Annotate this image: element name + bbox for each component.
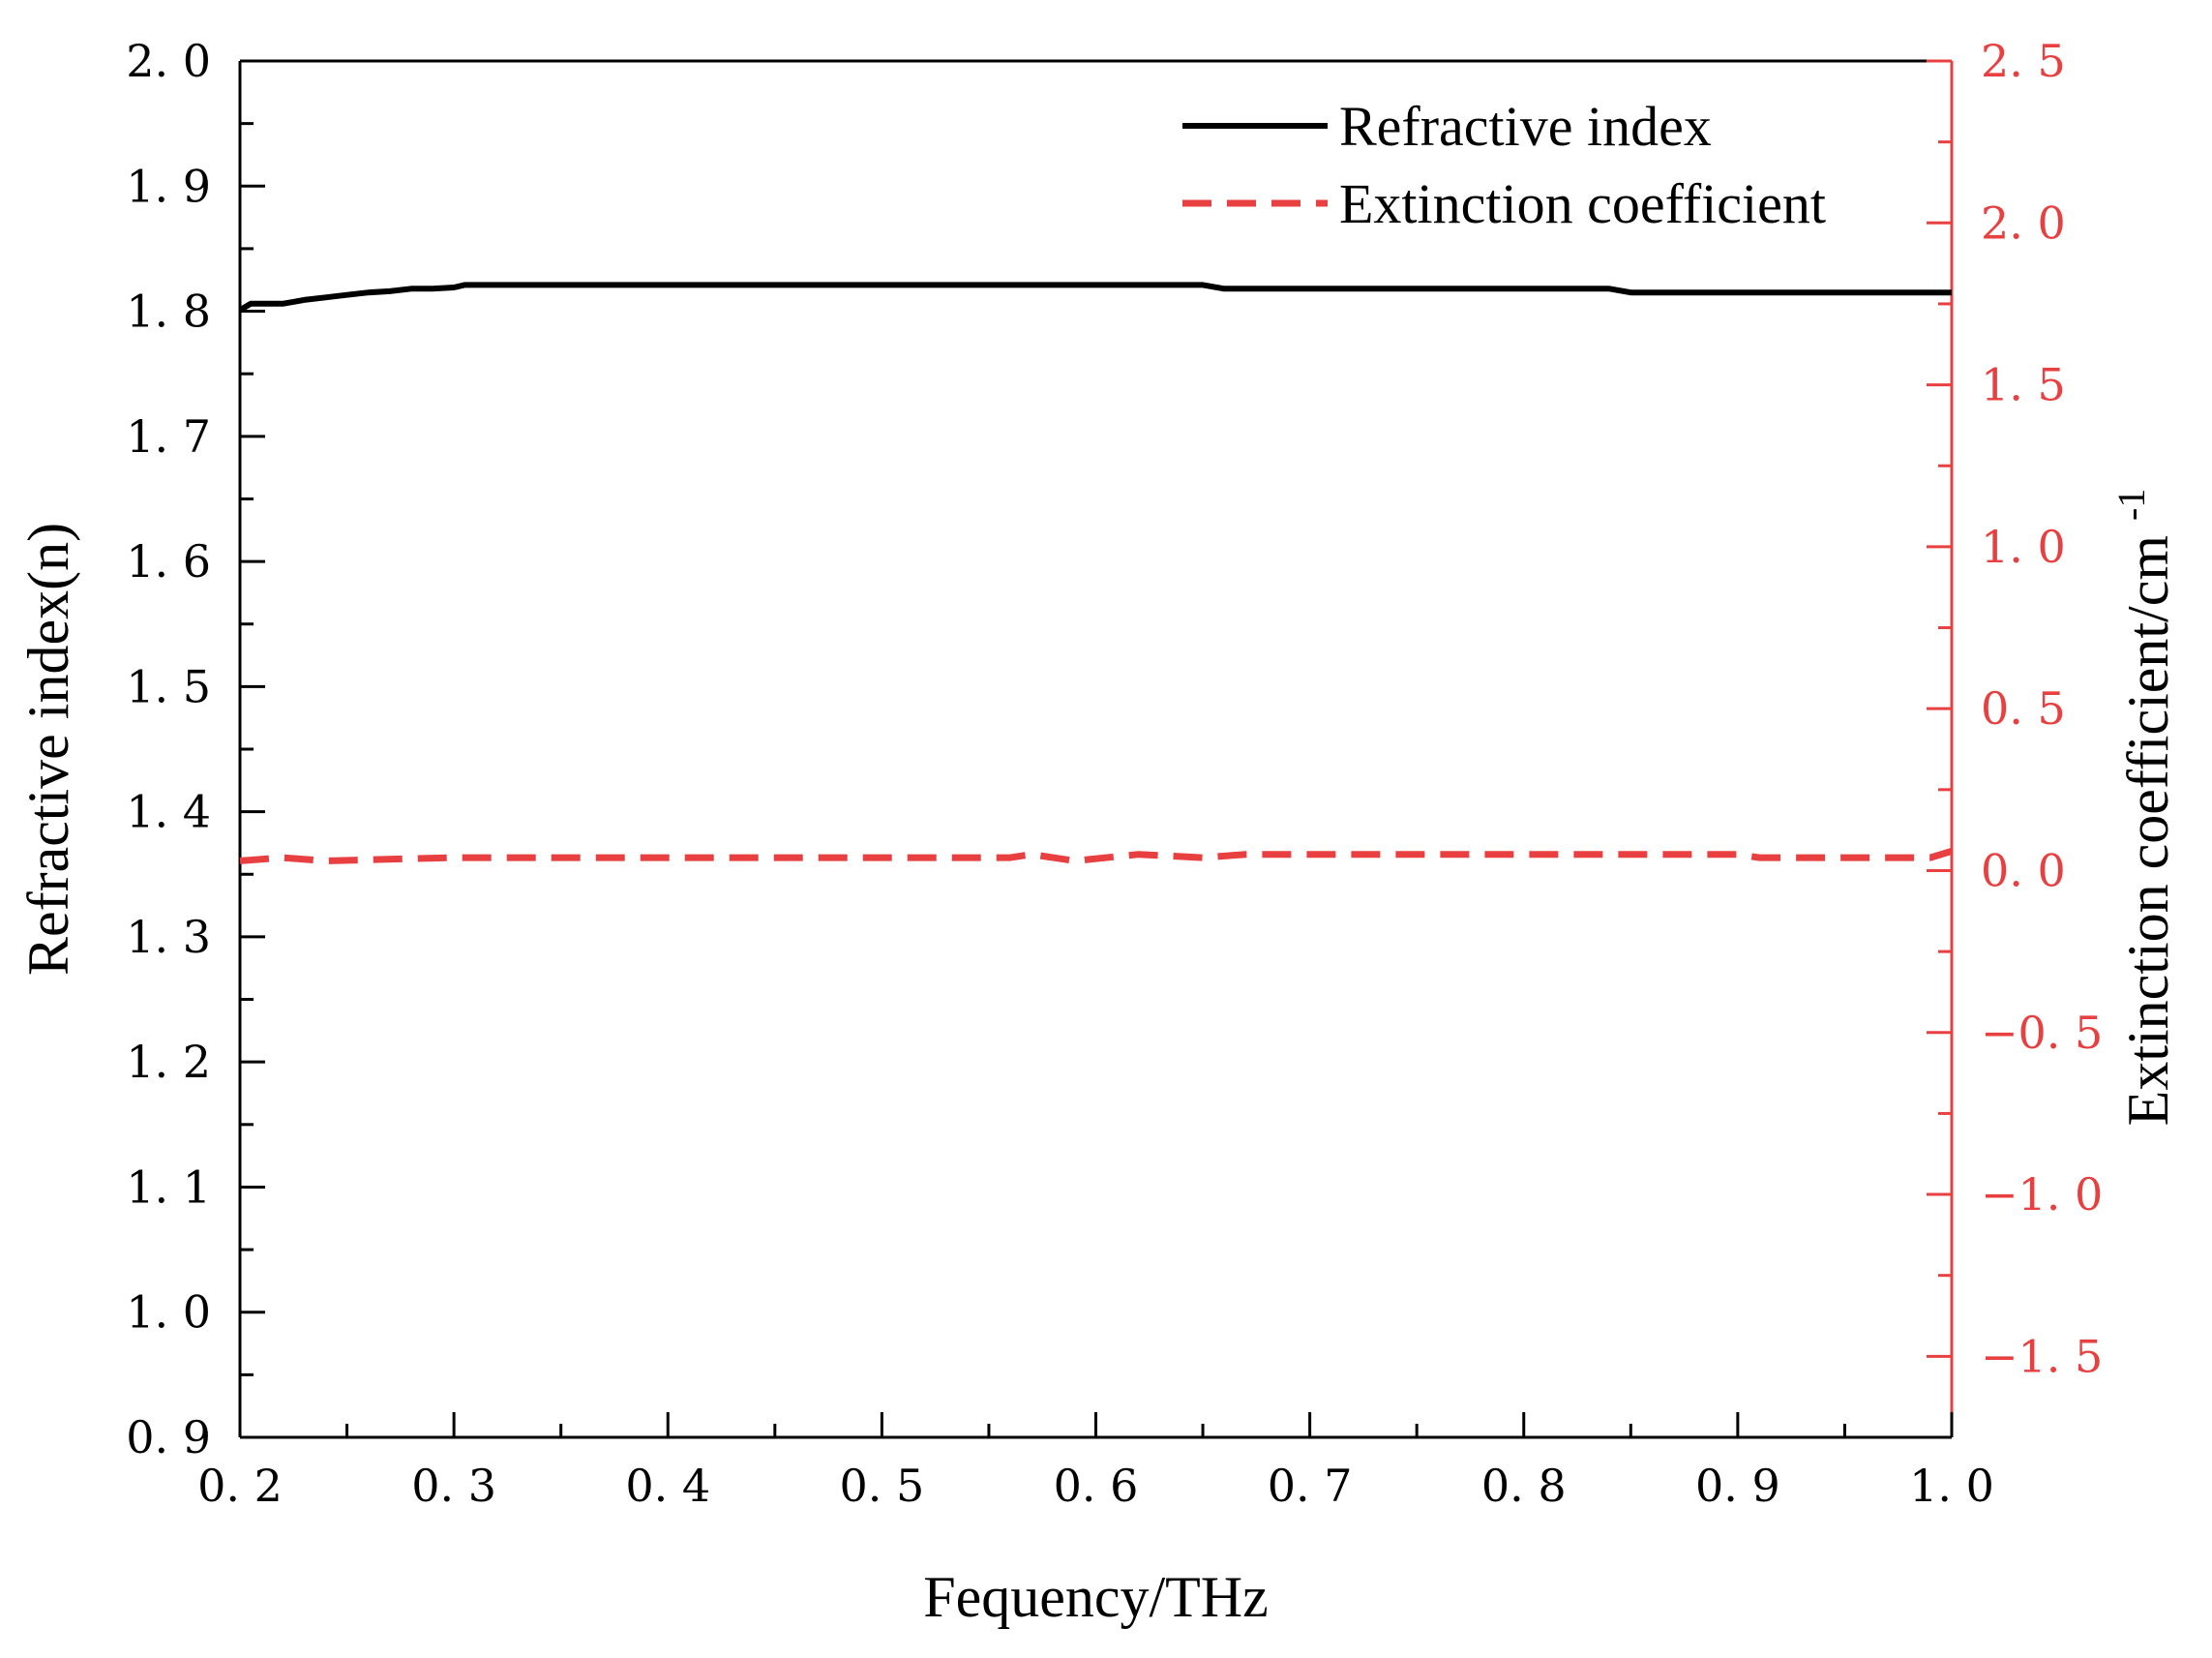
plot-area xyxy=(238,59,1954,1439)
y2-axis-title: Extinction coefficient/cm -1 xyxy=(2109,489,2180,1127)
x-tick-label: 0. 6 xyxy=(1054,1460,1139,1512)
y-tick-label: 0. 9 xyxy=(126,1411,211,1463)
y-axis-left: 0. 9 1. 0 1. 1 1. 2 1. 3 1. 4 1. 5 1. 6 1. 7 1. 8… xyxy=(126,35,265,1463)
x-axis: 0. 2 0. 3 0. 4 0. 5 0. 6 0. 7 0. 8 0. 9 1. 0 xyxy=(197,1412,1994,1512)
x-axis-title: Fequency/THz xyxy=(923,1565,1269,1629)
y-tick-label: 1. 2 xyxy=(126,1036,211,1088)
y-tick-label: 1. 3 xyxy=(126,911,211,963)
y-tick-label: 1. 5 xyxy=(126,660,211,712)
y2-tick-label: 2. 0 xyxy=(1981,196,2066,249)
y-tick-label: 2. 0 xyxy=(126,35,211,87)
y-axis-right: −1. 5 −1. 0 −0. 5 0. 0 0. 5 1. 0 1. 5 2. 0 2. 5 xyxy=(1927,35,2103,1382)
x-tick-label: 0. 2 xyxy=(197,1460,283,1512)
x-tick-label: 0. 3 xyxy=(411,1460,496,1512)
series-line-extinction-coefficient xyxy=(239,848,1954,864)
y2-axis-title-main: Extinction coefficient/cm xyxy=(2116,535,2180,1126)
legend: Refractive index Extinction coefficient xyxy=(1182,95,1826,235)
legend-label: Extinction coefficient xyxy=(1339,172,1826,235)
y-tick-label: 1. 8 xyxy=(126,286,211,338)
y2-tick-label: −0. 5 xyxy=(1981,1007,2103,1059)
series-layer xyxy=(238,282,1954,864)
x-tick-label: 1. 0 xyxy=(1909,1460,1994,1512)
y-tick-label: 1. 0 xyxy=(126,1286,211,1339)
y2-tick-label: 1. 0 xyxy=(1981,521,2066,573)
y-tick-label: 1. 7 xyxy=(126,410,211,463)
y2-tick-label: 1. 5 xyxy=(1981,359,2066,411)
x-tick-label: 0. 8 xyxy=(1481,1460,1567,1512)
y2-tick-label: 0. 5 xyxy=(1981,682,2066,735)
y2-tick-label: 0. 0 xyxy=(1981,844,2066,896)
y-axis-title: Refractive index(n) xyxy=(16,523,80,976)
y2-axis-title-superscript: -1 xyxy=(2109,489,2153,521)
y-tick-label: 1. 4 xyxy=(126,786,211,838)
series-line-refractive-index xyxy=(238,282,1952,313)
y-tick-label: 1. 9 xyxy=(126,160,211,212)
x-tick-label: 0. 9 xyxy=(1695,1460,1780,1512)
x-tick-label: 0. 4 xyxy=(625,1460,710,1512)
y2-tick-label: 2. 5 xyxy=(1981,35,2066,87)
y2-tick-label: −1. 0 xyxy=(1981,1168,2103,1221)
x-tick-label: 0. 7 xyxy=(1268,1460,1353,1512)
legend-label: Refractive index xyxy=(1339,95,1712,158)
x-tick-label: 0. 5 xyxy=(839,1460,924,1512)
y2-tick-label: −1. 5 xyxy=(1981,1330,2103,1382)
y-tick-label: 1. 1 xyxy=(126,1161,211,1213)
y-tick-label: 1. 6 xyxy=(126,535,211,588)
